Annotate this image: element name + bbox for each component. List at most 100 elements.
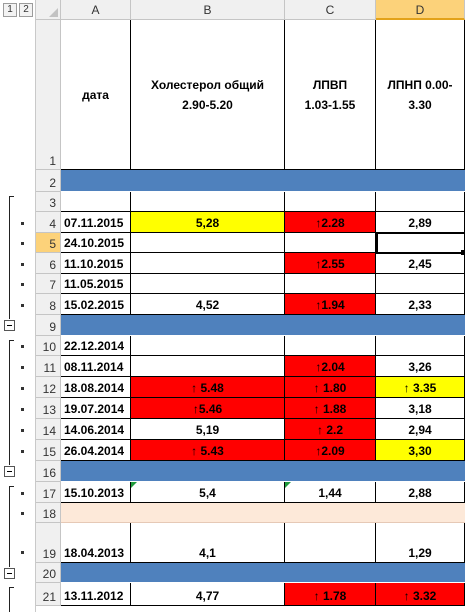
outline-level-2-button[interactable]: 2 [19, 3, 33, 17]
cell-date[interactable]: 15.02.2015 [61, 294, 131, 315]
row-header-19[interactable]: 19 [36, 523, 61, 563]
cell-ldl[interactable]: 3,30 [376, 440, 465, 461]
cell-hdl[interactable]: ↑ 1.80 [285, 377, 376, 398]
row-header-7[interactable]: 7 [36, 274, 61, 294]
cell-date[interactable]: 11.10.2015 [61, 253, 131, 274]
column-header-c[interactable]: C [285, 0, 376, 20]
cell-cholesterol[interactable] [131, 336, 285, 356]
cell-hdl[interactable]: ↑2.55 [285, 253, 376, 274]
cell-ldl[interactable]: 2,33 [376, 294, 465, 315]
cell-hdl[interactable]: ↑2.28 [285, 212, 376, 233]
row-header-1[interactable]: 1 [36, 20, 61, 170]
cell-cholesterol[interactable]: 5,28 [131, 212, 285, 233]
collapse-group-button[interactable] [4, 567, 15, 579]
row-header-9[interactable]: 9 [36, 315, 61, 336]
cell-date[interactable]: 14.06.2014 [61, 419, 131, 440]
cell-ldl[interactable]: 2,45 [376, 253, 465, 274]
row-header-21[interactable]: 21 [36, 583, 61, 606]
cell-hdl[interactable]: ↑ 1.78 [285, 583, 376, 606]
cell-hdl[interactable] [285, 523, 376, 563]
cell-date[interactable]: 15.10.2013 [61, 482, 131, 503]
cell-hdl[interactable]: ↑1.94 [285, 294, 376, 315]
cell-date[interactable]: 26.04.2014 [61, 440, 131, 461]
cell-cholesterol[interactable]: ↑ 5.48 [131, 377, 285, 398]
separator-band[interactable] [61, 170, 465, 192]
row-header-12[interactable]: 12 [36, 377, 61, 398]
cell-cholesterol[interactable]: 4,1 [131, 523, 285, 563]
column-header-a[interactable]: A [61, 0, 131, 20]
row-header-5[interactable]: 5 [36, 233, 61, 253]
row-header-14[interactable]: 14 [36, 419, 61, 440]
cell-ldl[interactable]: 3,26 [376, 356, 465, 377]
collapse-group-button[interactable] [4, 320, 15, 331]
row-header-16[interactable]: 16 [36, 461, 61, 482]
row-header-6[interactable]: 6 [36, 253, 61, 274]
cell-cholesterol[interactable]: ↑5.46 [131, 398, 285, 419]
highlight-band[interactable] [61, 503, 465, 523]
cell-hdl[interactable]: 1,44 [285, 482, 376, 503]
cell-cholesterol[interactable]: ↑ 5.43 [131, 440, 285, 461]
cell-cholesterol[interactable] [131, 192, 285, 212]
cell-ldl[interactable]: ↑ 3.32 [376, 583, 465, 606]
header-cell-ldl[interactable]: ЛПНП 0.00- 3.30 [376, 20, 465, 170]
header-cell-hdl[interactable]: ЛПВП 1.03-1.55 [285, 20, 376, 170]
cell-ldl[interactable] [376, 192, 465, 212]
cell-hdl[interactable]: ↑ 1.88 [285, 398, 376, 419]
column-header-d[interactable]: D [376, 0, 465, 20]
row-header-3[interactable]: 3 [36, 192, 61, 212]
cell-hdl[interactable]: ↑2.04 [285, 356, 376, 377]
column-header-b[interactable]: B [131, 0, 285, 20]
row-header-13[interactable]: 13 [36, 398, 61, 419]
cell-hdl[interactable] [285, 336, 376, 356]
cell-cholesterol[interactable] [131, 233, 285, 253]
cell-ldl[interactable]: 2,88 [376, 482, 465, 503]
cell-hdl[interactable]: ↑2.09 [285, 440, 376, 461]
cell-date[interactable]: 24.10.2015 [61, 233, 131, 253]
cell-date[interactable]: 11.05.2015 [61, 274, 131, 294]
separator-band[interactable] [61, 461, 465, 482]
active-cell-cursor[interactable] [376, 232, 465, 254]
fill-handle[interactable] [461, 250, 465, 255]
row-header-8[interactable]: 8 [36, 294, 61, 315]
cell-date[interactable]: 18.08.2014 [61, 377, 131, 398]
cell-ldl[interactable]: 3,18 [376, 398, 465, 419]
cell-cholesterol[interactable]: 5,4 [131, 482, 285, 503]
row-header-15[interactable]: 15 [36, 440, 61, 461]
row-header-2[interactable]: 2 [36, 170, 61, 192]
cell-ldl[interactable] [376, 336, 465, 356]
cell-date[interactable] [61, 192, 131, 212]
cell-cholesterol[interactable]: 4,77 [131, 583, 285, 606]
cell-date[interactable]: 13.11.2012 [61, 583, 131, 606]
cell-ldl[interactable]: 2,94 [376, 419, 465, 440]
cell-ldl[interactable]: ↑ 3.35 [376, 377, 465, 398]
separator-band[interactable] [61, 563, 465, 583]
select-all-corner[interactable] [36, 0, 61, 20]
cell-cholesterol[interactable] [131, 253, 285, 274]
cell-ldl[interactable]: 1,29 [376, 523, 465, 563]
cell-date[interactable]: 22.12.2014 [61, 336, 131, 356]
cell-date[interactable]: 08.11.2014 [61, 356, 131, 377]
header-cell-date[interactable]: дата [61, 20, 131, 170]
row-header-10[interactable]: 10 [36, 336, 61, 356]
row-header-17[interactable]: 17 [36, 482, 61, 503]
collapse-group-button[interactable] [4, 466, 15, 477]
cell-date[interactable]: 18.04.2013 [61, 523, 131, 563]
cell-hdl[interactable] [285, 274, 376, 294]
row-header-4[interactable]: 4 [36, 212, 61, 233]
cell-cholesterol[interactable] [131, 356, 285, 377]
cell-hdl[interactable]: ↑ 2.2 [285, 419, 376, 440]
separator-band[interactable] [61, 315, 465, 336]
outline-level-1-button[interactable]: 1 [3, 3, 17, 17]
cell-ldl[interactable]: 2,89 [376, 212, 465, 233]
cell-cholesterol[interactable]: 4,52 [131, 294, 285, 315]
cell-date[interactable]: 07.11.2015 [61, 212, 131, 233]
cell-ldl[interactable] [376, 274, 465, 294]
cell-cholesterol[interactable] [131, 274, 285, 294]
row-header-11[interactable]: 11 [36, 356, 61, 377]
cell-date[interactable]: 19.07.2014 [61, 398, 131, 419]
header-cell-cholesterol[interactable]: Холестерол общий 2.90-5.20 [131, 20, 285, 170]
cell-cholesterol[interactable]: 5,19 [131, 419, 285, 440]
row-header-18[interactable]: 18 [36, 503, 61, 523]
cell-hdl[interactable] [285, 192, 376, 212]
cell-hdl[interactable] [285, 233, 376, 253]
